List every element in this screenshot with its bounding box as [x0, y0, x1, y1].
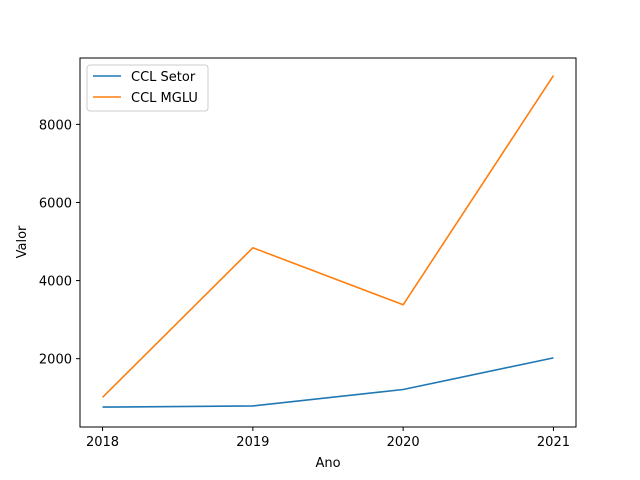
- series-line-2: [101, 75, 555, 398]
- x-tick-label: 2020: [387, 435, 420, 450]
- y-tick-label: 8000: [39, 118, 72, 133]
- series-layer: [101, 75, 555, 408]
- series-line-1: [102, 357, 554, 408]
- x-axis: 2018 2019 2020 2021: [86, 427, 570, 450]
- y-axis: 2000 4000 6000 8000: [39, 118, 80, 368]
- legend-label-1: CCL Setor: [131, 70, 196, 85]
- x-tick-label: 2018: [86, 435, 119, 450]
- legend: CCL Setor CCL MGLU: [86, 64, 209, 112]
- x-tick-label: 2021: [537, 435, 570, 450]
- y-tick-label: 4000: [39, 275, 72, 290]
- legend-label-2: CCL MGLU: [131, 91, 198, 106]
- plot-area: [79, 57, 577, 428]
- y-tick-label: 6000: [39, 196, 72, 211]
- x-axis-label: Ano: [315, 456, 340, 471]
- x-tick-label: 2019: [236, 435, 269, 450]
- y-axis-label: Valor: [15, 225, 30, 258]
- plot-frame: [79, 57, 577, 428]
- y-tick-label: 2000: [39, 353, 72, 368]
- legend-items: CCL Setor CCL MGLU: [93, 70, 198, 106]
